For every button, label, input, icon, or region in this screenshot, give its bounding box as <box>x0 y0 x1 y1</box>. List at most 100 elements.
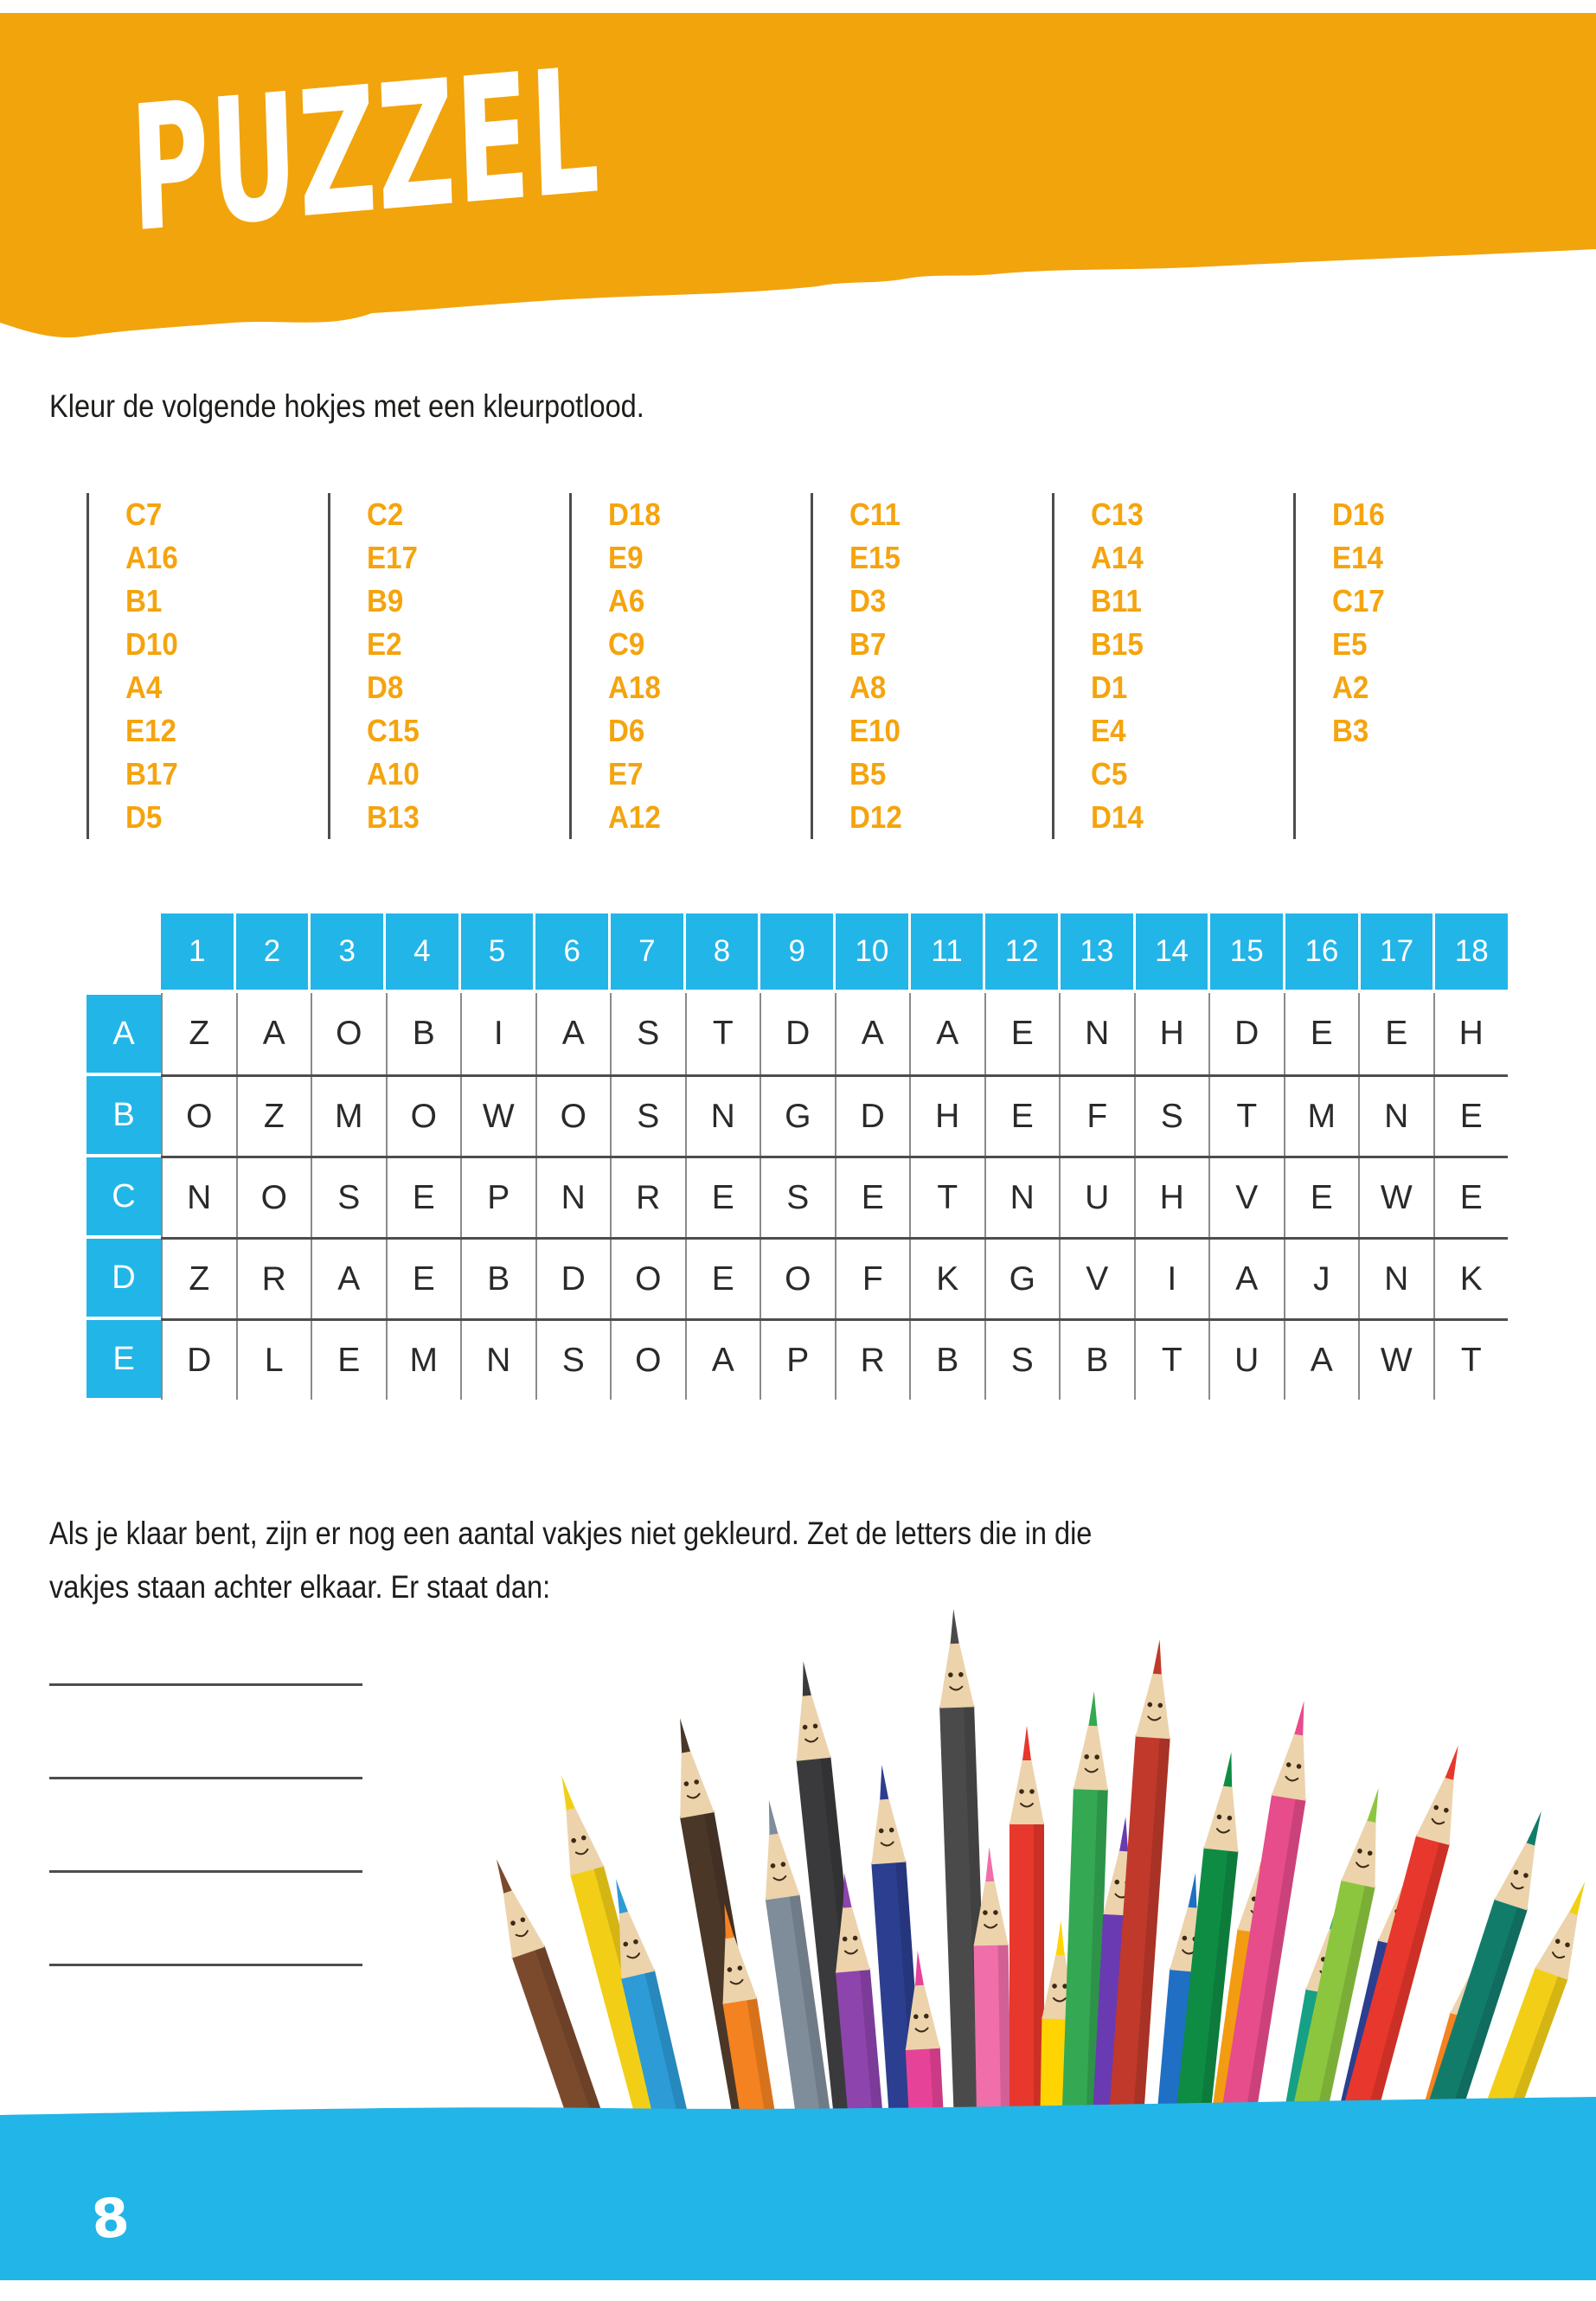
grid-cell-B3[interactable]: M <box>311 1077 386 1156</box>
grid-cell-A14[interactable]: H <box>1133 993 1208 1074</box>
grid-cell-E11[interactable]: B <box>909 1321 984 1400</box>
grid-cell-E4[interactable]: M <box>385 1321 460 1400</box>
grid-cell-E6[interactable]: S <box>535 1321 610 1400</box>
cell-code: D10 <box>125 626 178 662</box>
grid-cell-A4[interactable]: B <box>385 993 460 1074</box>
grid-cell-E1[interactable]: D <box>161 1321 236 1400</box>
grid-cell-E9[interactable]: P <box>760 1321 835 1400</box>
grid-cell-D12[interactable]: G <box>984 1240 1059 1318</box>
grid-cell-B9[interactable]: G <box>760 1077 835 1156</box>
grid-cell-C4[interactable]: E <box>385 1158 460 1237</box>
grid-cell-C18[interactable]: E <box>1433 1158 1508 1237</box>
grid-cell-B12[interactable]: E <box>984 1077 1059 1156</box>
grid-cell-E16[interactable]: A <box>1283 1321 1358 1400</box>
grid-cell-D18[interactable]: K <box>1433 1240 1508 1318</box>
grid-cell-A7[interactable]: S <box>610 993 685 1074</box>
grid-cell-D7[interactable]: O <box>610 1240 685 1318</box>
answer-line[interactable] <box>49 1683 362 1686</box>
grid-cell-E17[interactable]: W <box>1358 1321 1433 1400</box>
grid-cell-B5[interactable]: W <box>460 1077 535 1156</box>
grid-cell-D3[interactable]: A <box>311 1240 386 1318</box>
grid-cell-B16[interactable]: M <box>1283 1077 1358 1156</box>
answer-line[interactable] <box>49 1777 362 1779</box>
grid-cell-A13[interactable]: N <box>1059 993 1134 1074</box>
grid-cell-A8[interactable]: T <box>684 993 760 1074</box>
grid-cell-C2[interactable]: O <box>235 1158 311 1237</box>
grid-cell-D4[interactable]: E <box>385 1240 460 1318</box>
grid-cell-A3[interactable]: O <box>311 993 386 1074</box>
grid-cell-B11[interactable]: H <box>909 1077 984 1156</box>
grid-column-header: 6 <box>533 913 609 990</box>
cell-code: C13 <box>1091 497 1144 532</box>
grid-cell-A10[interactable]: A <box>834 993 909 1074</box>
grid-cell-B1[interactable]: O <box>161 1077 236 1156</box>
grid-cell-C16[interactable]: E <box>1283 1158 1358 1237</box>
grid-cell-D8[interactable]: E <box>684 1240 760 1318</box>
grid-cell-D1[interactable]: Z <box>161 1240 236 1318</box>
grid-cell-D9[interactable]: O <box>760 1240 835 1318</box>
grid-cell-C3[interactable]: S <box>311 1158 386 1237</box>
grid-cell-B14[interactable]: S <box>1133 1077 1208 1156</box>
grid-cell-C9[interactable]: S <box>760 1158 835 1237</box>
grid-cell-E13[interactable]: B <box>1059 1321 1134 1400</box>
grid-cell-B6[interactable]: O <box>535 1077 610 1156</box>
grid-cell-A17[interactable]: E <box>1358 993 1433 1074</box>
grid-cell-E2[interactable]: L <box>235 1321 311 1400</box>
grid-cell-A18[interactable]: H <box>1433 993 1508 1074</box>
grid-cell-E10[interactable]: R <box>834 1321 909 1400</box>
grid-cell-B8[interactable]: N <box>684 1077 760 1156</box>
grid-cell-C10[interactable]: E <box>834 1158 909 1237</box>
grid-cell-A16[interactable]: E <box>1283 993 1358 1074</box>
grid-cell-C5[interactable]: P <box>460 1158 535 1237</box>
grid-cell-C15[interactable]: V <box>1208 1158 1284 1237</box>
grid-cell-B13[interactable]: F <box>1059 1077 1134 1156</box>
cell-code: B7 <box>849 626 887 662</box>
grid-cell-D15[interactable]: A <box>1208 1240 1284 1318</box>
grid-cell-D13[interactable]: V <box>1059 1240 1134 1318</box>
grid-cell-E14[interactable]: T <box>1133 1321 1208 1400</box>
grid-cell-D10[interactable]: F <box>834 1240 909 1318</box>
grid-cell-C13[interactable]: U <box>1059 1158 1134 1237</box>
grid-cell-B17[interactable]: N <box>1358 1077 1433 1156</box>
grid-cell-D2[interactable]: R <box>235 1240 311 1318</box>
grid-cell-A6[interactable]: A <box>535 993 610 1074</box>
grid-cell-C14[interactable]: H <box>1133 1158 1208 1237</box>
grid-cell-C6[interactable]: N <box>535 1158 610 1237</box>
grid-cell-D11[interactable]: K <box>909 1240 984 1318</box>
grid-cell-B18[interactable]: E <box>1433 1077 1508 1156</box>
grid-cell-E15[interactable]: U <box>1208 1321 1284 1400</box>
grid-cell-B4[interactable]: O <box>385 1077 460 1156</box>
answer-line[interactable] <box>49 1870 362 1873</box>
grid-cell-A5[interactable]: I <box>460 993 535 1074</box>
grid-cell-D16[interactable]: J <box>1283 1240 1358 1318</box>
grid-column-headers: 1 2 3 4 5 6 7 8 9 10 11 12 13 14 15 16 17 18 <box>161 913 1509 990</box>
grid-cell-C12[interactable]: N <box>984 1158 1059 1237</box>
grid-cell-C7[interactable]: R <box>610 1158 685 1237</box>
grid-cell-A9[interactable]: D <box>760 993 835 1074</box>
grid-cell-A2[interactable]: A <box>235 993 311 1074</box>
grid-cell-E7[interactable]: O <box>610 1321 685 1400</box>
grid-cell-E8[interactable]: A <box>684 1321 760 1400</box>
grid-cell-A11[interactable]: A <box>909 993 984 1074</box>
grid-cell-C17[interactable]: W <box>1358 1158 1433 1237</box>
grid-cell-D5[interactable]: B <box>460 1240 535 1318</box>
grid-cell-C8[interactable]: E <box>684 1158 760 1237</box>
grid-cell-E12[interactable]: S <box>984 1321 1059 1400</box>
grid-cell-B2[interactable]: Z <box>235 1077 311 1156</box>
grid-cell-A15[interactable]: D <box>1208 993 1284 1074</box>
grid-cell-D6[interactable]: D <box>535 1240 610 1318</box>
grid-cell-A1[interactable]: Z <box>161 993 236 1074</box>
grid-cell-E18[interactable]: T <box>1433 1321 1508 1400</box>
grid-cell-D14[interactable]: I <box>1133 1240 1208 1318</box>
grid-cell-B7[interactable]: S <box>610 1077 685 1156</box>
grid-cell-E5[interactable]: N <box>460 1321 535 1400</box>
answer-line[interactable] <box>49 1964 362 1966</box>
grid-cell-B15[interactable]: T <box>1208 1077 1284 1156</box>
grid-cell-B10[interactable]: D <box>834 1077 909 1156</box>
grid-cell-E3[interactable]: E <box>311 1321 386 1400</box>
grid-cell-C1[interactable]: N <box>161 1158 236 1237</box>
grid-cell-D17[interactable]: N <box>1358 1240 1433 1318</box>
grid-cell-C11[interactable]: T <box>909 1158 984 1237</box>
grid-cell-A12[interactable]: E <box>984 993 1059 1074</box>
